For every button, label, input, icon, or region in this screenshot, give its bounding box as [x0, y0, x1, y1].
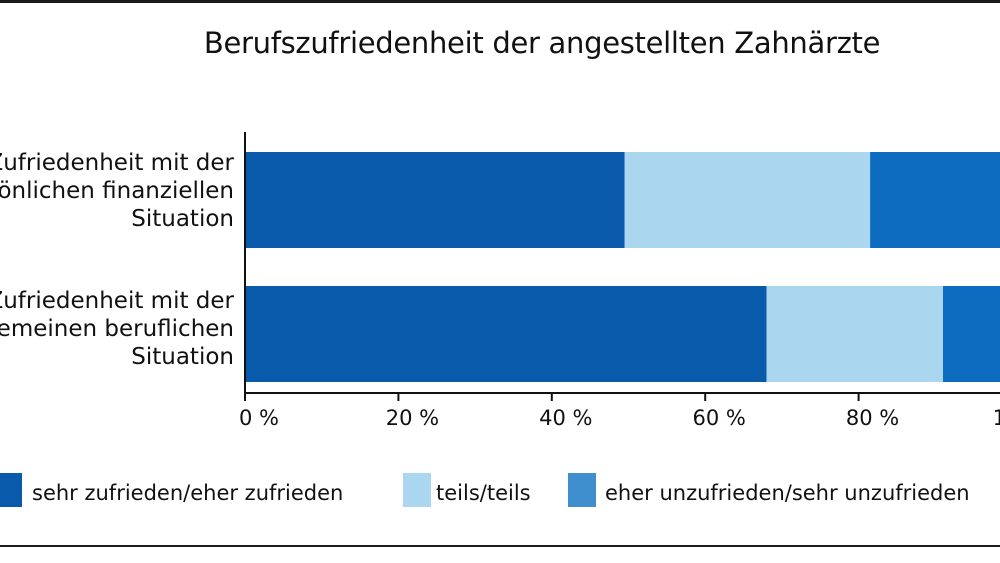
- legend-label-2: teils/teils: [436, 481, 531, 505]
- category-label-2-line-2: allgemeinen beruflichen: [0, 316, 234, 342]
- category-label-1-line-1: Zufriedenheit mit der: [0, 150, 235, 176]
- bar-2-segment-2: [766, 286, 943, 382]
- chart-title: Berufszufriedenheit der angestellten Zah…: [203, 26, 881, 60]
- category-label-2-line-3: Situation: [131, 344, 234, 370]
- category-label-1-line-2: persönlichen finanziellen: [0, 178, 234, 204]
- bar-1-segment-2: [624, 152, 871, 248]
- legend-label-3: eher unzufrieden/sehr unzufrieden: [605, 481, 970, 505]
- legend-swatch-1: [0, 473, 22, 507]
- category-label-1-line-3: Situation: [131, 206, 234, 232]
- bar-1-segment-3: [870, 152, 1000, 248]
- top-rule: [0, 0, 1000, 3]
- x-tick-label-6: 100 %: [993, 406, 1000, 430]
- x-tick-label-2: 20 %: [386, 406, 439, 430]
- legend-swatch-3: [568, 473, 596, 507]
- category-label-2-line-1: Zufriedenheit mit der: [0, 288, 235, 314]
- bar-2-segment-1: [245, 286, 767, 382]
- bar-1-segment-1: [245, 152, 625, 248]
- x-tick-label-4: 60 %: [693, 406, 746, 430]
- bar-2-segment-3: [942, 286, 1000, 382]
- x-tick-label-5: 80 %: [846, 406, 899, 430]
- bottom-rule: [0, 545, 1000, 547]
- x-tick-label-1: 0 %: [239, 406, 279, 430]
- x-tick-label-3: 40 %: [539, 406, 592, 430]
- legend-swatch-2: [403, 473, 431, 507]
- legend-label-1: sehr zufrieden/eher zufrieden: [32, 481, 343, 505]
